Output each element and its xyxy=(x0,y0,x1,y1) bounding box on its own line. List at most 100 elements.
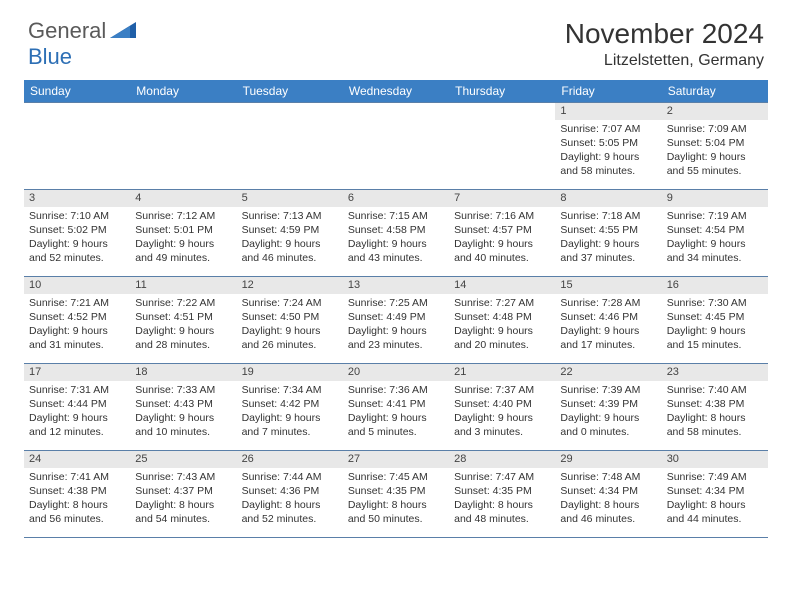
day-cell: 11Sunrise: 7:22 AMSunset: 4:51 PMDayligh… xyxy=(130,277,236,363)
week-row: 3Sunrise: 7:10 AMSunset: 5:02 PMDaylight… xyxy=(24,190,768,277)
day-number: 12 xyxy=(237,277,343,294)
day-cell: 17Sunrise: 7:31 AMSunset: 4:44 PMDayligh… xyxy=(24,364,130,450)
day-info-line: Sunrise: 7:30 AM xyxy=(667,296,763,310)
day-info-line: Daylight: 9 hours and 49 minutes. xyxy=(135,237,231,265)
day-info-line: Daylight: 9 hours and 34 minutes. xyxy=(667,237,763,265)
day-cell: 4Sunrise: 7:12 AMSunset: 5:01 PMDaylight… xyxy=(130,190,236,276)
day-cell: 8Sunrise: 7:18 AMSunset: 4:55 PMDaylight… xyxy=(555,190,661,276)
day-cell: 5Sunrise: 7:13 AMSunset: 4:59 PMDaylight… xyxy=(237,190,343,276)
day-number: 8 xyxy=(555,190,661,207)
day-cell: 28Sunrise: 7:47 AMSunset: 4:35 PMDayligh… xyxy=(449,451,555,537)
day-info-line: Sunset: 4:46 PM xyxy=(560,310,656,324)
day-cell xyxy=(449,103,555,189)
day-number: 10 xyxy=(24,277,130,294)
day-number: 29 xyxy=(555,451,661,468)
day-info-line: Sunset: 4:57 PM xyxy=(454,223,550,237)
day-info-line: Daylight: 8 hours and 54 minutes. xyxy=(135,498,231,526)
day-number: 20 xyxy=(343,364,449,381)
day-info-line: Daylight: 9 hours and 10 minutes. xyxy=(135,411,231,439)
day-number xyxy=(130,103,236,120)
day-number: 23 xyxy=(662,364,768,381)
day-cell: 20Sunrise: 7:36 AMSunset: 4:41 PMDayligh… xyxy=(343,364,449,450)
day-info-line: Daylight: 9 hours and 58 minutes. xyxy=(560,150,656,178)
week-row: 1Sunrise: 7:07 AMSunset: 5:05 PMDaylight… xyxy=(24,102,768,190)
day-info-line: Sunrise: 7:22 AM xyxy=(135,296,231,310)
day-number: 5 xyxy=(237,190,343,207)
day-info-line: Daylight: 9 hours and 17 minutes. xyxy=(560,324,656,352)
day-info-line: Daylight: 9 hours and 31 minutes. xyxy=(29,324,125,352)
month-title: November 2024 xyxy=(565,18,764,50)
day-cell: 13Sunrise: 7:25 AMSunset: 4:49 PMDayligh… xyxy=(343,277,449,363)
day-cell: 19Sunrise: 7:34 AMSunset: 4:42 PMDayligh… xyxy=(237,364,343,450)
brand-part2-wrap: Blue xyxy=(28,44,72,70)
day-info-line: Sunrise: 7:44 AM xyxy=(242,470,338,484)
day-info-line: Daylight: 9 hours and 43 minutes. xyxy=(348,237,444,265)
day-info-line: Sunrise: 7:49 AM xyxy=(667,470,763,484)
day-number xyxy=(343,103,449,120)
weeks-container: 1Sunrise: 7:07 AMSunset: 5:05 PMDaylight… xyxy=(24,102,768,538)
day-cell: 6Sunrise: 7:15 AMSunset: 4:58 PMDaylight… xyxy=(343,190,449,276)
day-info-line: Sunrise: 7:47 AM xyxy=(454,470,550,484)
day-info-line: Daylight: 8 hours and 56 minutes. xyxy=(29,498,125,526)
day-info-line: Sunset: 4:36 PM xyxy=(242,484,338,498)
day-number: 24 xyxy=(24,451,130,468)
day-number: 11 xyxy=(130,277,236,294)
day-number: 13 xyxy=(343,277,449,294)
day-cell: 9Sunrise: 7:19 AMSunset: 4:54 PMDaylight… xyxy=(662,190,768,276)
day-info-line: Daylight: 9 hours and 55 minutes. xyxy=(667,150,763,178)
day-info-line: Daylight: 9 hours and 46 minutes. xyxy=(242,237,338,265)
weekday-label: Thursday xyxy=(449,80,555,102)
day-cell: 3Sunrise: 7:10 AMSunset: 5:02 PMDaylight… xyxy=(24,190,130,276)
day-info-line: Sunrise: 7:25 AM xyxy=(348,296,444,310)
day-number: 7 xyxy=(449,190,555,207)
day-number: 21 xyxy=(449,364,555,381)
week-row: 24Sunrise: 7:41 AMSunset: 4:38 PMDayligh… xyxy=(24,451,768,538)
day-info-line: Daylight: 8 hours and 52 minutes. xyxy=(242,498,338,526)
day-cell: 27Sunrise: 7:45 AMSunset: 4:35 PMDayligh… xyxy=(343,451,449,537)
day-cell xyxy=(237,103,343,189)
day-info-line: Sunset: 4:59 PM xyxy=(242,223,338,237)
day-info-line: Sunset: 4:45 PM xyxy=(667,310,763,324)
day-info-line: Sunrise: 7:16 AM xyxy=(454,209,550,223)
day-info-line: Sunset: 4:35 PM xyxy=(348,484,444,498)
day-cell: 14Sunrise: 7:27 AMSunset: 4:48 PMDayligh… xyxy=(449,277,555,363)
day-number: 9 xyxy=(662,190,768,207)
day-cell xyxy=(130,103,236,189)
day-info-line: Sunrise: 7:10 AM xyxy=(29,209,125,223)
day-info-line: Sunrise: 7:34 AM xyxy=(242,383,338,397)
day-number: 28 xyxy=(449,451,555,468)
weekday-header: SundayMondayTuesdayWednesdayThursdayFrid… xyxy=(24,80,768,102)
day-info-line: Sunrise: 7:41 AM xyxy=(29,470,125,484)
day-info-line: Sunset: 4:54 PM xyxy=(667,223,763,237)
day-info-line: Sunset: 4:48 PM xyxy=(454,310,550,324)
day-number: 3 xyxy=(24,190,130,207)
day-number: 30 xyxy=(662,451,768,468)
day-cell: 1Sunrise: 7:07 AMSunset: 5:05 PMDaylight… xyxy=(555,103,661,189)
day-number: 15 xyxy=(555,277,661,294)
day-cell: 21Sunrise: 7:37 AMSunset: 4:40 PMDayligh… xyxy=(449,364,555,450)
title-block: November 2024 Litzelstetten, Germany xyxy=(565,18,764,70)
day-info-line: Daylight: 9 hours and 15 minutes. xyxy=(667,324,763,352)
day-number: 27 xyxy=(343,451,449,468)
day-number xyxy=(449,103,555,120)
day-info-line: Sunrise: 7:39 AM xyxy=(560,383,656,397)
day-info-line: Sunrise: 7:18 AM xyxy=(560,209,656,223)
weekday-label: Wednesday xyxy=(343,80,449,102)
location: Litzelstetten, Germany xyxy=(565,52,764,70)
day-cell: 24Sunrise: 7:41 AMSunset: 4:38 PMDayligh… xyxy=(24,451,130,537)
day-number: 26 xyxy=(237,451,343,468)
day-info-line: Sunrise: 7:43 AM xyxy=(135,470,231,484)
week-row: 17Sunrise: 7:31 AMSunset: 4:44 PMDayligh… xyxy=(24,364,768,451)
day-info-line: Daylight: 9 hours and 28 minutes. xyxy=(135,324,231,352)
weekday-label: Saturday xyxy=(662,80,768,102)
day-info-line: Sunrise: 7:36 AM xyxy=(348,383,444,397)
weekday-label: Tuesday xyxy=(237,80,343,102)
day-number: 19 xyxy=(237,364,343,381)
day-number: 16 xyxy=(662,277,768,294)
day-info-line: Sunrise: 7:09 AM xyxy=(667,122,763,136)
weekday-label: Sunday xyxy=(24,80,130,102)
day-info-line: Sunrise: 7:45 AM xyxy=(348,470,444,484)
weekday-label: Monday xyxy=(130,80,236,102)
day-info-line: Sunset: 4:50 PM xyxy=(242,310,338,324)
day-info-line: Daylight: 8 hours and 58 minutes. xyxy=(667,411,763,439)
